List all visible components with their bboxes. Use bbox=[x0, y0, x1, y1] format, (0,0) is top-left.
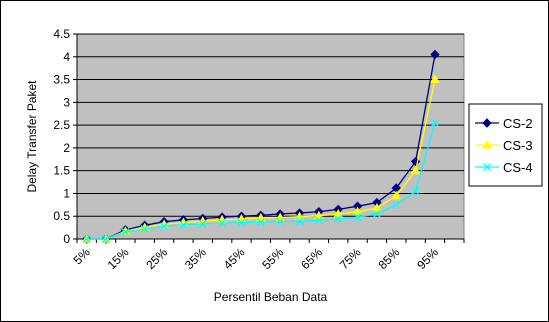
data-point bbox=[392, 200, 401, 209]
legend-label: CS-3 bbox=[503, 138, 533, 153]
data-point bbox=[372, 203, 382, 212]
legend-label: CS-2 bbox=[503, 116, 533, 131]
y-tick-label: 1.5 bbox=[53, 164, 70, 178]
x-tick-label: 75% bbox=[337, 245, 364, 272]
series-cs-4 bbox=[82, 118, 439, 243]
x-tick-label: 45% bbox=[221, 245, 248, 272]
y-axis-title: Delay Transfer Paket bbox=[25, 80, 39, 193]
data-point bbox=[256, 218, 265, 227]
data-point bbox=[294, 211, 305, 221]
data-point bbox=[295, 217, 304, 226]
data-point bbox=[430, 74, 440, 84]
legend: CS-2 CS-3 CS-4 bbox=[468, 103, 543, 187]
x-tick-label: 35% bbox=[182, 245, 209, 272]
data-point bbox=[391, 190, 402, 200]
data-point bbox=[237, 218, 246, 227]
data-point bbox=[372, 209, 381, 218]
y-tick-label: 3 bbox=[63, 95, 70, 109]
y-tick-label: 0.5 bbox=[53, 209, 70, 223]
x-tick-label: 15% bbox=[105, 245, 132, 272]
data-point bbox=[314, 210, 324, 220]
x-tick-label: 55% bbox=[259, 245, 286, 272]
y-tick-label: 3.5 bbox=[53, 73, 70, 87]
data-point bbox=[333, 208, 344, 218]
plot-area bbox=[76, 33, 465, 240]
data-point bbox=[353, 213, 362, 222]
y-tick-label: 2.5 bbox=[53, 118, 70, 132]
data-point bbox=[218, 219, 227, 228]
data-point bbox=[82, 235, 91, 243]
legend-item: CS-2 bbox=[475, 116, 533, 131]
data-point bbox=[430, 49, 440, 60]
data-point bbox=[102, 235, 110, 243]
x-tick-label: 25% bbox=[143, 245, 170, 272]
data-point bbox=[160, 222, 169, 231]
legend-marker bbox=[482, 118, 492, 128]
x-axis-title: Persentil Beban Data bbox=[214, 290, 328, 304]
data-point bbox=[352, 206, 363, 216]
data-point bbox=[198, 220, 207, 228]
data-point bbox=[179, 220, 188, 229]
y-tick-label: 1 bbox=[63, 186, 70, 200]
legend-marker bbox=[482, 139, 492, 149]
data-point bbox=[411, 187, 420, 196]
data-point bbox=[431, 118, 439, 127]
y-tick-label: 0 bbox=[63, 232, 70, 246]
x-tick-label: 95% bbox=[414, 245, 441, 272]
legend-marker bbox=[483, 163, 491, 171]
y-tick-label: 4 bbox=[63, 50, 70, 64]
x-tick-label: 85% bbox=[376, 245, 403, 272]
data-point bbox=[334, 214, 343, 223]
data-point bbox=[276, 217, 285, 226]
data-point bbox=[121, 228, 130, 237]
gridlines bbox=[77, 33, 464, 217]
y-tick-label: 2 bbox=[63, 141, 70, 155]
legend-item: CS-3 bbox=[475, 138, 533, 153]
data-point bbox=[140, 225, 149, 233]
legend-label: CS-4 bbox=[503, 160, 533, 175]
y-tick-label: 4.5 bbox=[53, 27, 70, 41]
series-layer bbox=[81, 49, 440, 244]
data-point bbox=[410, 165, 421, 175]
legend-item: CS-4 bbox=[475, 160, 533, 175]
x-tick-label: 5% bbox=[71, 245, 93, 267]
data-point bbox=[314, 216, 323, 225]
x-tick-label: 65% bbox=[298, 245, 325, 272]
